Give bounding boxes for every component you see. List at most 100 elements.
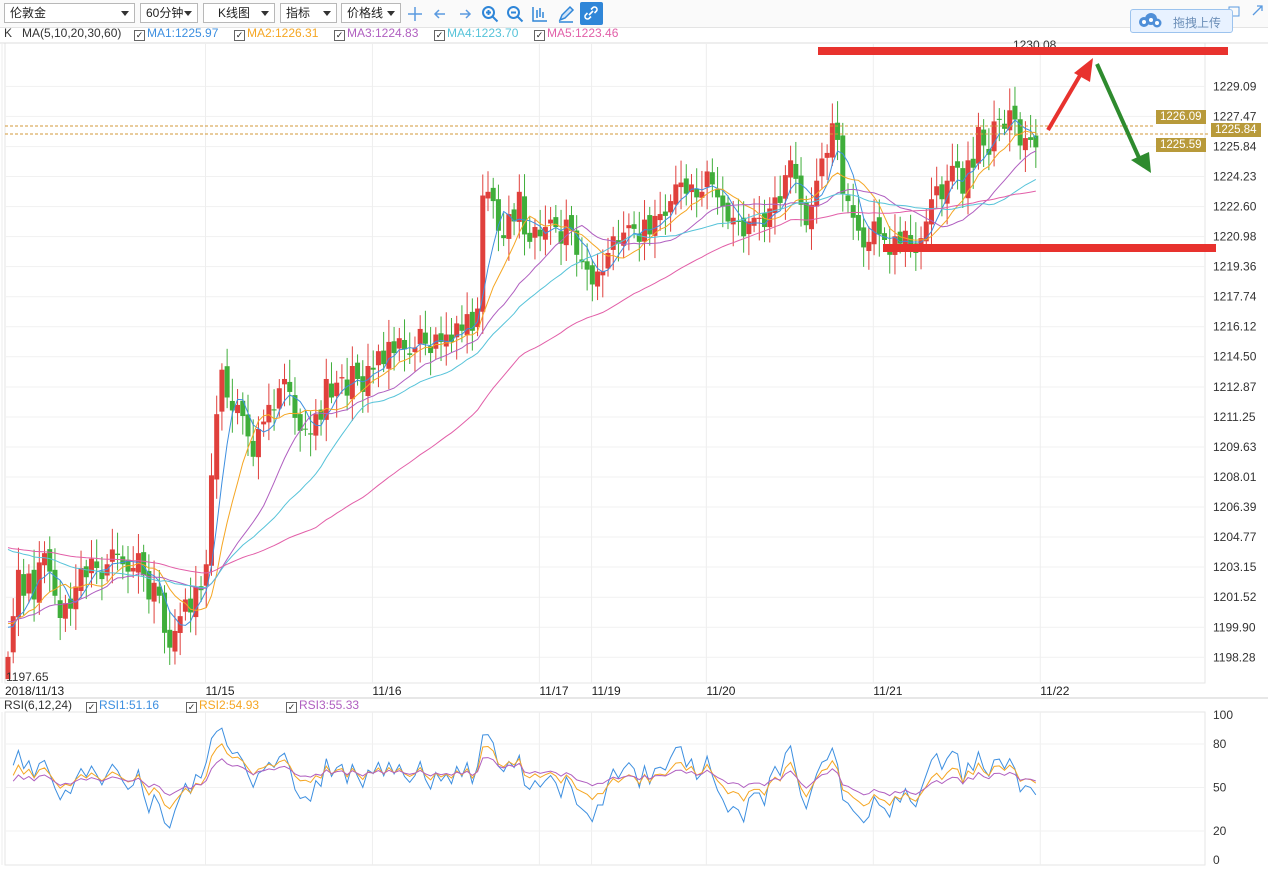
candle-body: [94, 561, 100, 568]
ma2-label: MA2:1226.31: [247, 26, 319, 40]
date-axis-label: 11/22: [1040, 684, 1069, 698]
candle-bar-icon[interactable]: [530, 4, 550, 24]
checkbox-icon: ✓: [286, 702, 297, 713]
candle-body: [715, 188, 721, 198]
candle-body: [287, 381, 293, 392]
candle-body: [1017, 119, 1023, 146]
candle-body: [146, 571, 152, 600]
rsi-axis-label: 100: [1213, 708, 1233, 722]
candle-body: [955, 161, 961, 168]
rsi2-toggle[interactable]: ✓ RSI2:54.93: [186, 698, 259, 713]
period-select[interactable]: 60分钟: [140, 3, 198, 23]
candle-body: [741, 217, 747, 237]
candle-body: [255, 429, 261, 458]
ma3-toggle[interactable]: ✓ MA3:1224.83: [334, 26, 418, 41]
zoom-in-icon[interactable]: [480, 4, 500, 24]
ma5-toggle[interactable]: ✓ MA5:1223.46: [534, 26, 618, 41]
candle-body: [208, 475, 214, 566]
candle-body: [788, 160, 794, 178]
rsi-title: RSI(6,12,24): [4, 698, 73, 712]
rsi1-toggle[interactable]: ✓ RSI1:51.16: [86, 698, 159, 713]
date-axis-label: 11/16: [372, 684, 401, 698]
ma4-toggle[interactable]: ✓ MA4:1223.70: [434, 26, 518, 41]
candle-body: [250, 440, 256, 457]
fullscreen-icon[interactable]: [1228, 3, 1266, 19]
crosshair-icon[interactable]: [405, 4, 425, 24]
candle-body: [558, 231, 564, 244]
candle-body: [850, 205, 856, 218]
candle-body: [464, 314, 470, 336]
date-axis-label: 11/19: [592, 684, 621, 698]
candle-body: [10, 616, 16, 653]
ma1-toggle[interactable]: ✓ MA1:1225.97: [134, 26, 218, 41]
candle-body: [308, 433, 314, 435]
chevron-down-icon: [121, 11, 129, 16]
link-icon[interactable]: [580, 2, 603, 25]
candle-body: [412, 347, 418, 353]
chevron-down-icon: [261, 11, 269, 16]
up-arrow-red-head: [1074, 58, 1093, 82]
candle-body: [151, 582, 157, 602]
k-label: K: [4, 26, 13, 40]
price-axis-label: 1225.84: [1213, 140, 1257, 154]
candle-body: [688, 184, 694, 193]
candle-body: [568, 215, 574, 231]
chevron-down-icon: [387, 11, 395, 16]
candle-body: [193, 586, 199, 618]
candle-body: [402, 339, 408, 350]
ma2-toggle[interactable]: ✓ MA2:1226.31: [234, 26, 318, 41]
candle-body: [245, 414, 251, 437]
candle-body: [553, 217, 559, 228]
rsi-legend: RSI(6,12,24) ✓ RSI1:51.16 ✓ RSI2:54.93 ✓ RS…: [0, 698, 1205, 714]
price-axis-label: 1209.63: [1213, 440, 1257, 454]
rsi1-label: RSI1:51.16: [99, 698, 160, 712]
candle-body: [469, 311, 475, 331]
candle-body: [720, 195, 726, 207]
candle-body: [1002, 123, 1008, 129]
zoom-out-icon[interactable]: [505, 4, 525, 24]
arrow-left-icon[interactable]: [430, 4, 450, 24]
candle-body: [699, 191, 705, 198]
candle-body: [548, 219, 554, 224]
price-axis-label: 1201.52: [1213, 590, 1257, 604]
candle-body: [375, 351, 381, 366]
candle-body: [438, 333, 444, 342]
date-axis-label: 2018/11/13: [5, 684, 64, 698]
candle-body: [605, 252, 611, 269]
candle-body: [57, 600, 63, 618]
candle-body: [803, 201, 809, 226]
rsi2-label: RSI2:54.93: [199, 698, 260, 712]
candle-body: [1028, 137, 1034, 140]
price-line-select[interactable]: 价格线: [341, 3, 401, 23]
drag-upload-button[interactable]: 拖拽上传: [1130, 9, 1233, 33]
rsi3-toggle[interactable]: ✓ RSI3:55.33: [286, 698, 359, 713]
arrow-right-icon[interactable]: [455, 4, 475, 24]
price-axis-label: 1229.09: [1213, 79, 1257, 93]
chart-type-select-value: K线图: [218, 6, 251, 20]
up-arrow-red: [1046, 70, 1084, 132]
candle-body: [636, 233, 642, 242]
candle-body: [855, 214, 861, 231]
candle-body: [31, 569, 37, 600]
candle-body: [443, 334, 449, 347]
candle-body: [42, 553, 48, 566]
candle-body: [271, 409, 277, 411]
candle-body: [349, 366, 355, 400]
chevron-down-icon: [184, 11, 192, 16]
candle-body: [407, 353, 413, 355]
checkbox-icon: ✓: [234, 30, 245, 41]
candle-body: [1033, 135, 1039, 148]
candle-body: [840, 135, 846, 194]
candle-body: [302, 428, 308, 430]
candle-body: [678, 182, 684, 188]
ma1-label: MA1:1225.97: [147, 26, 219, 40]
pen-icon[interactable]: [556, 4, 576, 24]
chart-type-select[interactable]: K线图: [203, 3, 275, 23]
cloud-icon: [1139, 13, 1162, 28]
symbol-select[interactable]: 伦敦金: [4, 3, 135, 23]
candle-body: [109, 549, 115, 562]
candle-body: [490, 187, 496, 202]
candle-body: [511, 209, 517, 222]
indicator-select[interactable]: 指标: [280, 3, 337, 23]
